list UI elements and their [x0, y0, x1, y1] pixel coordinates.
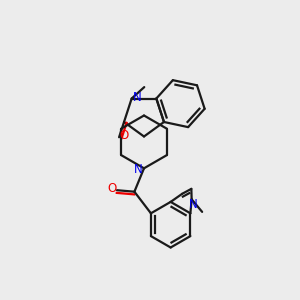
Text: N: N — [189, 198, 197, 211]
Text: N: N — [134, 163, 143, 176]
Text: O: O — [120, 129, 129, 142]
Text: N: N — [133, 91, 141, 103]
Text: O: O — [107, 182, 116, 195]
